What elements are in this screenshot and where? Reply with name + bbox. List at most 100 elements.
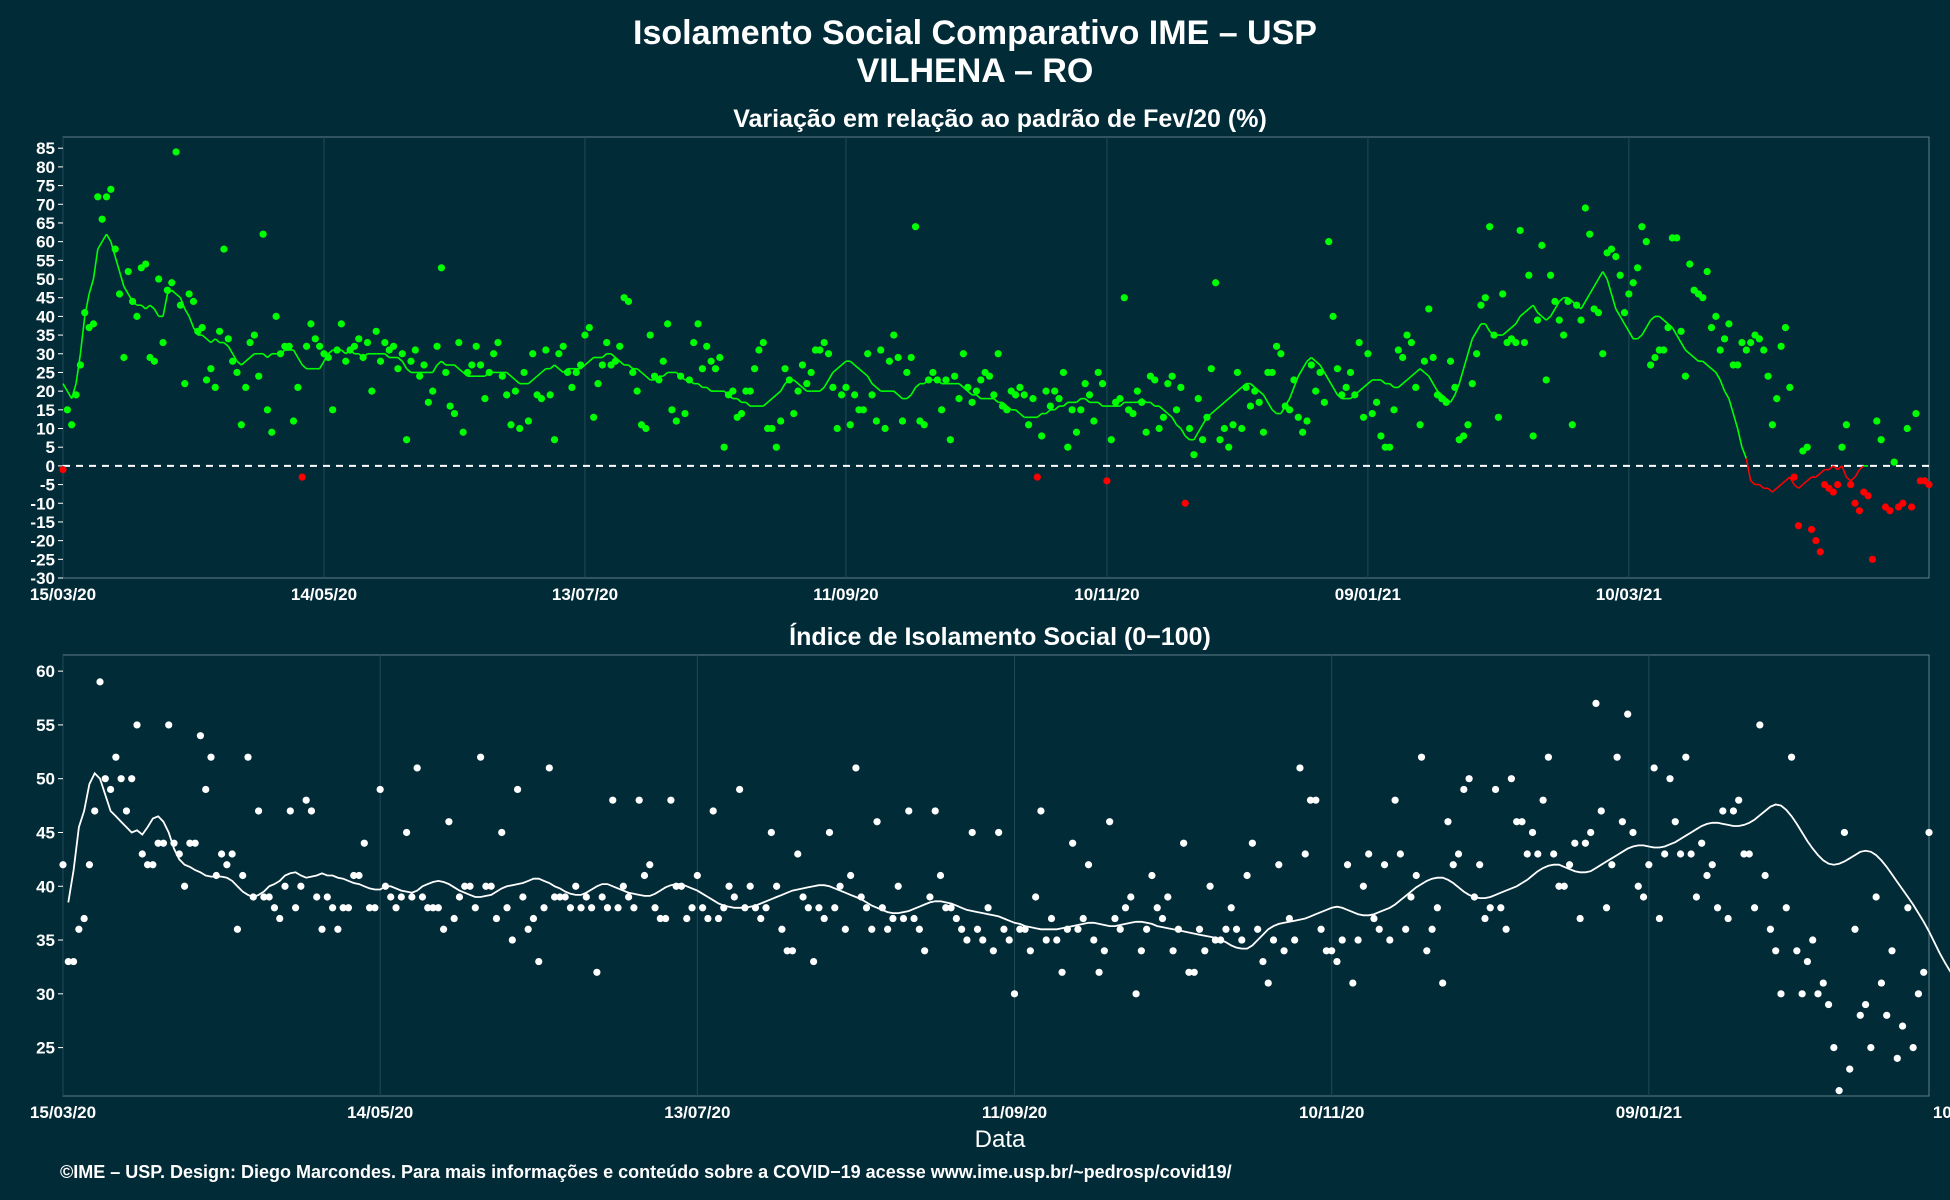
daily-point xyxy=(202,785,210,794)
daily-point xyxy=(98,215,106,223)
moving-average-segment xyxy=(1471,330,1478,340)
daily-point xyxy=(603,338,611,347)
daily-point xyxy=(1909,1043,1917,1052)
moving-average-segment xyxy=(1262,394,1269,403)
daily-point xyxy=(102,193,111,201)
daily-point xyxy=(1372,398,1381,406)
y-tick-label: 55 xyxy=(36,251,55,270)
daily-point xyxy=(778,925,786,933)
y-tick-label: -5 xyxy=(40,476,55,495)
daily-point xyxy=(1720,335,1729,343)
daily-point xyxy=(1222,925,1230,933)
moving-average-line xyxy=(67,771,1950,973)
daily-point xyxy=(1564,297,1572,306)
moving-average-segment xyxy=(1841,465,1848,478)
daily-point xyxy=(481,395,489,403)
daily-point xyxy=(1021,925,1029,933)
daily-point xyxy=(80,914,88,923)
daily-point xyxy=(402,828,411,837)
moving-average-segment xyxy=(1580,301,1587,310)
moving-average-segment xyxy=(875,386,882,392)
moving-average-segment xyxy=(1054,405,1060,411)
daily-point xyxy=(952,914,960,923)
daily-point xyxy=(1660,346,1668,354)
daily-point xyxy=(1412,871,1420,880)
daily-point xyxy=(455,338,463,347)
daily-point xyxy=(408,893,416,901)
moving-average-segment xyxy=(771,394,777,400)
moving-average-segment xyxy=(140,304,147,310)
moving-average-segment xyxy=(1310,356,1317,362)
daily-point xyxy=(1174,925,1182,933)
daily-point xyxy=(1207,365,1215,373)
daily-point xyxy=(1033,473,1041,481)
moving-average-segment xyxy=(162,293,169,317)
moving-average-segment xyxy=(767,398,773,403)
daily-point xyxy=(1029,395,1037,403)
moving-average-segment xyxy=(1806,476,1813,482)
daily-point xyxy=(1599,350,1607,358)
daily-point xyxy=(485,368,493,377)
moving-average-segment xyxy=(66,390,73,400)
daily-point xyxy=(1042,936,1050,944)
moving-average-segment xyxy=(832,368,838,374)
moving-average-segment xyxy=(101,233,108,243)
daily-point xyxy=(614,904,622,912)
daily-point xyxy=(1290,376,1298,384)
daily-point xyxy=(1529,432,1537,440)
y-tick-label: 25 xyxy=(36,1039,55,1058)
daily-point xyxy=(63,406,71,414)
daily-point xyxy=(106,785,115,794)
daily-point xyxy=(59,466,67,474)
daily-point xyxy=(1716,346,1724,354)
daily-point xyxy=(542,346,550,354)
daily-point xyxy=(1420,357,1429,365)
daily-point xyxy=(1903,424,1911,433)
daily-point xyxy=(372,327,380,335)
moving-average-segment xyxy=(849,360,856,366)
daily-point xyxy=(302,342,311,350)
daily-point xyxy=(1834,480,1842,489)
daily-point xyxy=(646,861,654,869)
daily-point xyxy=(244,753,252,761)
moving-average-segment xyxy=(1406,375,1412,381)
daily-point xyxy=(442,368,450,377)
daily-point xyxy=(466,882,474,890)
moving-average-segment xyxy=(1545,315,1552,321)
daily-point xyxy=(159,839,168,847)
moving-average-segment xyxy=(1423,371,1430,377)
daily-point xyxy=(973,925,982,933)
daily-point xyxy=(407,357,415,365)
moving-average-segment xyxy=(171,289,177,295)
daily-point xyxy=(1581,204,1589,212)
daily-point xyxy=(1760,346,1768,354)
daily-point xyxy=(1120,294,1128,302)
moving-average-segment xyxy=(436,360,442,366)
daily-point xyxy=(683,914,691,923)
daily-point xyxy=(1829,488,1837,496)
moving-average-segment xyxy=(318,360,325,370)
moving-average-segment xyxy=(1223,398,1230,403)
daily-point xyxy=(494,338,502,347)
daily-point xyxy=(1698,839,1706,847)
y-tick-label: 25 xyxy=(36,363,55,382)
moving-average-segment xyxy=(836,364,843,370)
daily-point xyxy=(1064,443,1072,451)
moving-average-segment xyxy=(1615,308,1621,317)
moving-average-segment xyxy=(1745,458,1752,481)
moving-average-segment xyxy=(1619,315,1626,325)
daily-point xyxy=(946,436,954,444)
daily-point xyxy=(450,409,459,418)
daily-point xyxy=(1085,391,1094,399)
daily-point xyxy=(133,721,141,729)
daily-point xyxy=(1877,979,1886,987)
moving-average-segment xyxy=(397,356,403,362)
daily-point xyxy=(921,947,929,955)
moving-average-segment xyxy=(1793,483,1800,489)
daily-point xyxy=(556,893,564,901)
daily-point xyxy=(1016,925,1024,933)
daily-point xyxy=(302,796,310,804)
daily-point xyxy=(1320,398,1328,406)
y-tick-label: 0 xyxy=(46,457,55,476)
